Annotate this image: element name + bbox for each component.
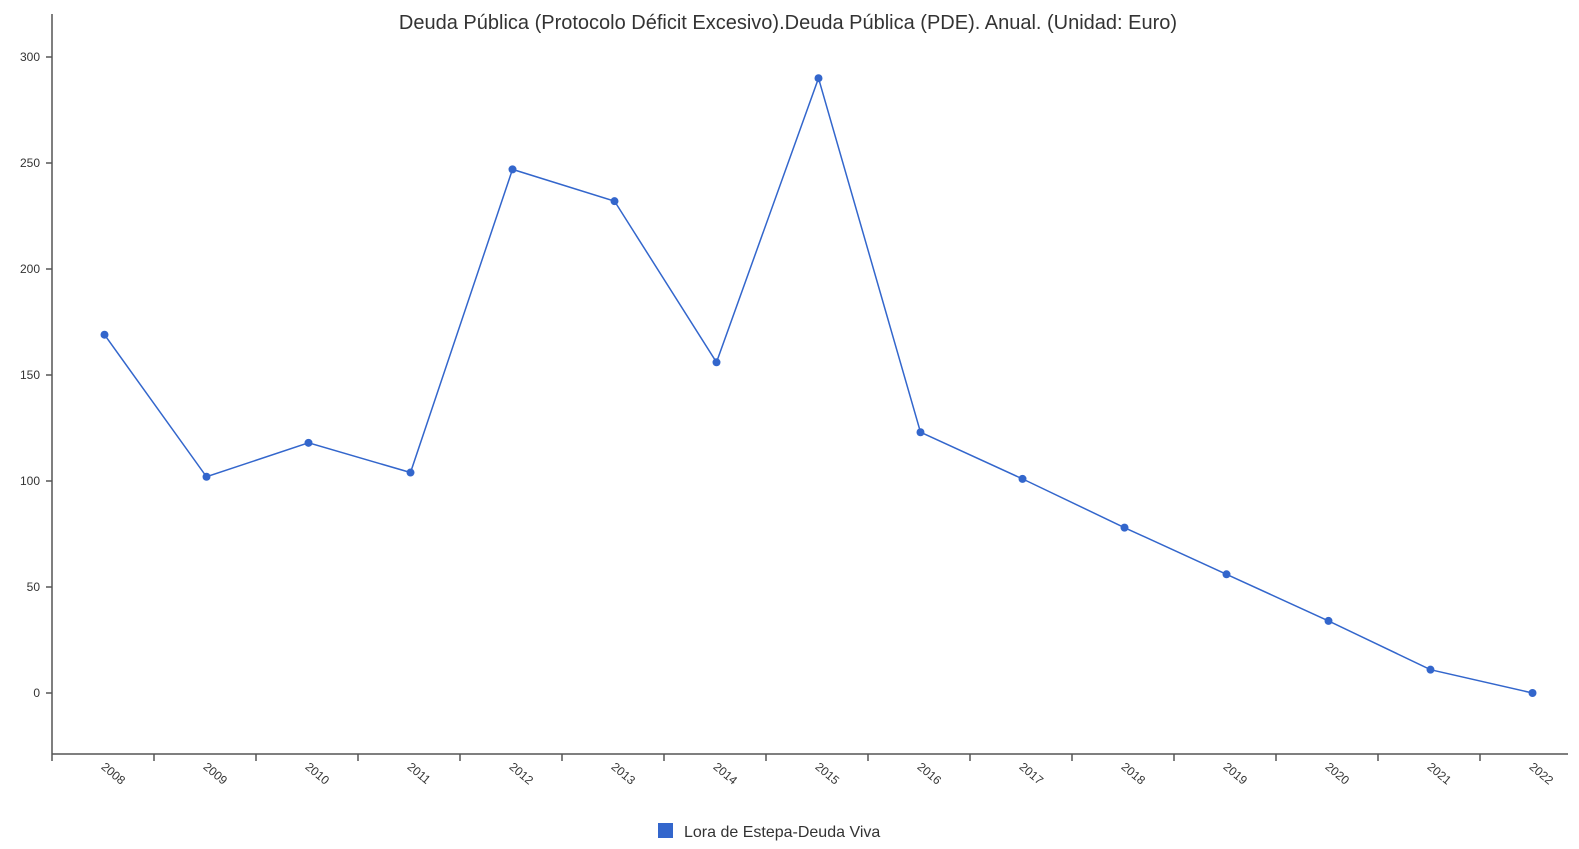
legend: Lora de Estepa-Deuda Viva [658, 823, 880, 841]
x-tick-label: 2017 [1017, 760, 1047, 788]
x-tick-label: 2011 [405, 760, 434, 788]
x-tick-label: 2012 [507, 760, 537, 788]
data-point[interactable] [1222, 570, 1231, 579]
y-tick-label: 100 [20, 474, 40, 488]
chart-title: Deuda Pública (Protocolo Déficit Excesiv… [399, 12, 1177, 34]
data-point[interactable] [1426, 665, 1435, 674]
data-point[interactable] [814, 74, 823, 83]
data-point[interactable] [610, 197, 619, 206]
data-point[interactable] [1018, 474, 1027, 483]
legend-label: Lora de Estepa-Deuda Viva [684, 824, 880, 841]
data-point[interactable] [1120, 523, 1129, 532]
data-point[interactable] [916, 428, 925, 437]
x-axis: 2008 2009 2010 2011 2012 2013 2014 2015 2016 2017… [51, 753, 1568, 788]
legend-swatch [658, 823, 673, 838]
y-tick-label: 250 [20, 156, 40, 170]
x-tick-label: 2021 [1425, 760, 1455, 788]
series-layer [100, 74, 1537, 697]
x-tick-label: 2015 [813, 760, 843, 788]
series-line [103, 75, 1533, 694]
x-tick-label: 2020 [1323, 760, 1353, 788]
x-tick-label: 2016 [915, 760, 945, 788]
data-point[interactable] [508, 165, 517, 174]
data-point[interactable] [406, 468, 415, 477]
data-point[interactable] [712, 358, 721, 367]
x-tick-label: 2009 [201, 760, 231, 788]
data-point[interactable] [1324, 616, 1333, 625]
y-tick-label: 200 [20, 262, 40, 276]
data-point[interactable] [202, 472, 211, 481]
x-tick-label: 2013 [609, 760, 639, 788]
y-tick-label: 300 [20, 50, 40, 64]
y-tick-label: 0 [33, 686, 40, 700]
data-point[interactable] [1528, 689, 1537, 697]
x-tick-label: 2018 [1119, 760, 1149, 788]
x-tick-label: 2019 [1221, 760, 1251, 788]
x-tick-label: 2022 [1527, 760, 1557, 788]
y-tick-label: 50 [27, 580, 41, 594]
y-axis: 0 50 100 150 200 250 300 [20, 14, 53, 754]
x-tick-label: 2010 [303, 760, 333, 788]
x-tick-label: 2008 [99, 760, 129, 788]
data-point[interactable] [100, 330, 109, 339]
y-tick-label: 150 [20, 368, 40, 382]
data-point[interactable] [304, 438, 313, 447]
x-tick-label: 2014 [711, 760, 741, 788]
